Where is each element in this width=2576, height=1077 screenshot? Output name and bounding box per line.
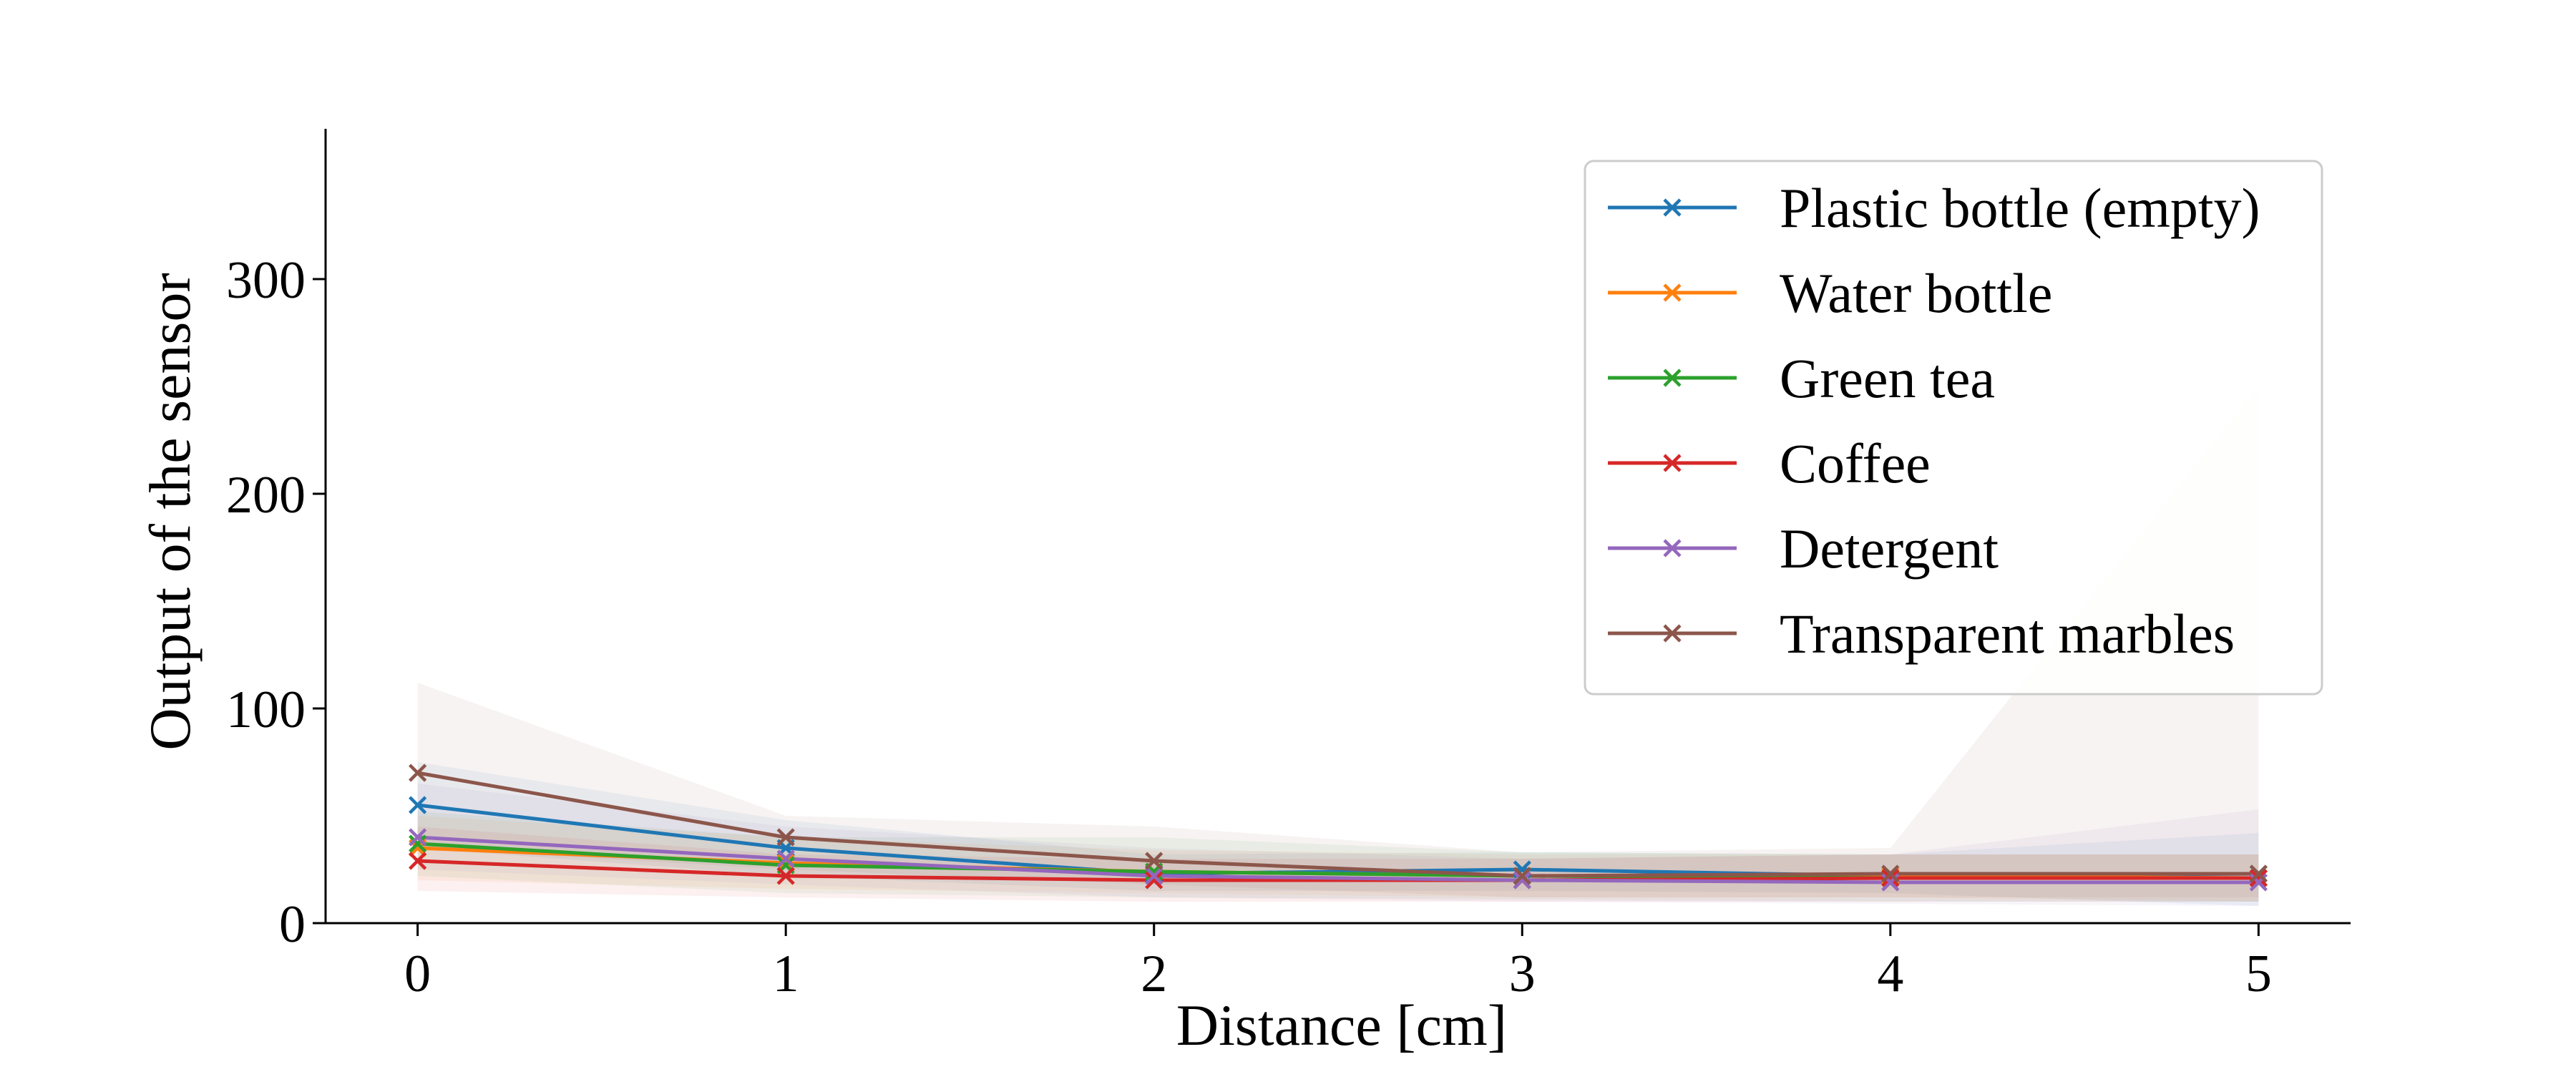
data-point-5-5 <box>2249 864 2268 883</box>
confidence-band-0 <box>417 762 2259 906</box>
legend-label: Green tea <box>1780 347 1995 409</box>
legend-entry: Transparent marbles <box>1608 603 2235 665</box>
data-point-4-0 <box>409 828 427 847</box>
series-line-4 <box>416 835 2260 884</box>
data-point-5-4 <box>1881 864 1900 883</box>
data-point-2-0 <box>409 834 427 853</box>
legend-marker-icon <box>1663 283 1682 302</box>
data-point-3-0 <box>409 852 427 870</box>
legend-label: Coffee <box>1780 432 1931 494</box>
data-point-5-3 <box>1513 867 1531 885</box>
series-line-3 <box>416 859 2260 882</box>
legend-label: Detergent <box>1780 517 1999 580</box>
x-tick-label: 2 <box>1141 945 1167 1003</box>
legend-label: Transparent marbles <box>1780 603 2235 665</box>
legend-marker-icon <box>1663 369 1682 387</box>
data-point-0-0 <box>409 796 427 814</box>
legend-entry: Water bottle <box>1608 262 2052 324</box>
legend: Plastic bottle (empty) Water bottle Green … <box>1584 160 2323 696</box>
y-tick-label: 0 <box>279 895 306 954</box>
x-tick-label: 0 <box>404 945 431 1003</box>
legend-label: Plastic bottle (empty) <box>1780 177 2260 239</box>
data-point-4-2 <box>1145 867 1163 885</box>
x-tick-label: 3 <box>1509 945 1536 1003</box>
x-axis-label: Distance [cm] <box>1176 993 1507 1058</box>
data-point-5-1 <box>776 828 795 847</box>
y-tick-label: 100 <box>226 681 306 739</box>
x-tick-label: 1 <box>773 945 799 1003</box>
axes: 0 1 2 3 4 5 0 100 200 300 <box>226 129 2351 1003</box>
data-point-3-4 <box>1881 869 1900 887</box>
legend-entry: Plastic bottle (empty) <box>1608 177 2260 239</box>
legend-marker-icon <box>1663 198 1682 217</box>
data-point-3-1 <box>776 867 795 885</box>
legend-label: Water bottle <box>1780 262 2052 324</box>
legend-marker-icon <box>1663 539 1682 557</box>
legend-entry: Green tea <box>1608 347 1995 409</box>
x-tick-label: 4 <box>1877 945 1903 1003</box>
y-tick-label: 300 <box>226 251 306 310</box>
data-point-3-5 <box>2249 869 2268 887</box>
data-point-4-1 <box>776 849 795 868</box>
legend-entry: Detergent <box>1608 517 1999 580</box>
series-markers <box>409 764 2268 892</box>
data-point-3-2 <box>1145 871 1163 890</box>
y-axis-label: Output of the sensor <box>137 273 203 750</box>
series-line-5 <box>416 771 2260 878</box>
legend-marker-icon <box>1663 624 1682 643</box>
x-tick-label: 5 <box>2245 945 2272 1003</box>
legend-entry: Coffee <box>1608 432 1931 494</box>
data-point-4-3 <box>1513 871 1531 890</box>
data-point-5-0 <box>409 764 427 782</box>
series-lines <box>416 771 2260 884</box>
legend-marker-icon <box>1663 454 1682 472</box>
legend-box <box>1584 160 2323 696</box>
data-point-5-2 <box>1145 852 1163 870</box>
y-tick-label: 200 <box>226 466 306 525</box>
